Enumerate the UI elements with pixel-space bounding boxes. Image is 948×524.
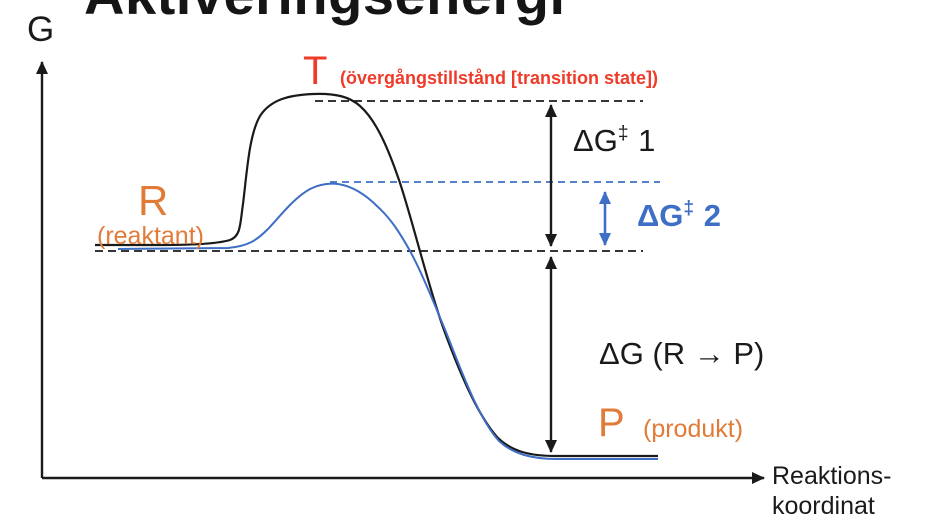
x-axis-label: Reaktions- koordinat bbox=[772, 461, 942, 521]
delta-g1-base: ΔG bbox=[573, 123, 618, 158]
reactant-symbol: R bbox=[138, 177, 169, 224]
x-axis-label-line2: koordinat bbox=[772, 492, 875, 520]
transition-state-symbol: T bbox=[303, 49, 328, 93]
page-title: Aktiveringsenergi bbox=[84, 0, 566, 23]
product-note: (produkt) bbox=[643, 415, 744, 443]
delta-g1-dagger: ‡ bbox=[617, 123, 630, 144]
delta-g2-label: ΔG‡ 2 bbox=[637, 199, 721, 231]
product-symbol: P bbox=[598, 401, 625, 445]
transition-state-note: (övergångstillstånd [transition state]) bbox=[340, 68, 659, 88]
delta-g1-label: ΔG‡ 1 bbox=[573, 124, 655, 156]
delta-g-rp-label: ΔG (R → P) bbox=[599, 336, 765, 371]
delta-g2-base: ΔG bbox=[637, 198, 684, 233]
reactant-note: (reaktant) bbox=[97, 222, 204, 250]
catalyzed-energy-curve bbox=[117, 182, 658, 460]
delta-g1-number: 1 bbox=[638, 123, 656, 158]
y-axis-label: G bbox=[27, 10, 55, 49]
delta-g2-number: 2 bbox=[703, 198, 721, 233]
x-axis-label-line1: Reaktions- bbox=[772, 462, 892, 490]
delta-g2-dagger: ‡ bbox=[683, 198, 696, 219]
